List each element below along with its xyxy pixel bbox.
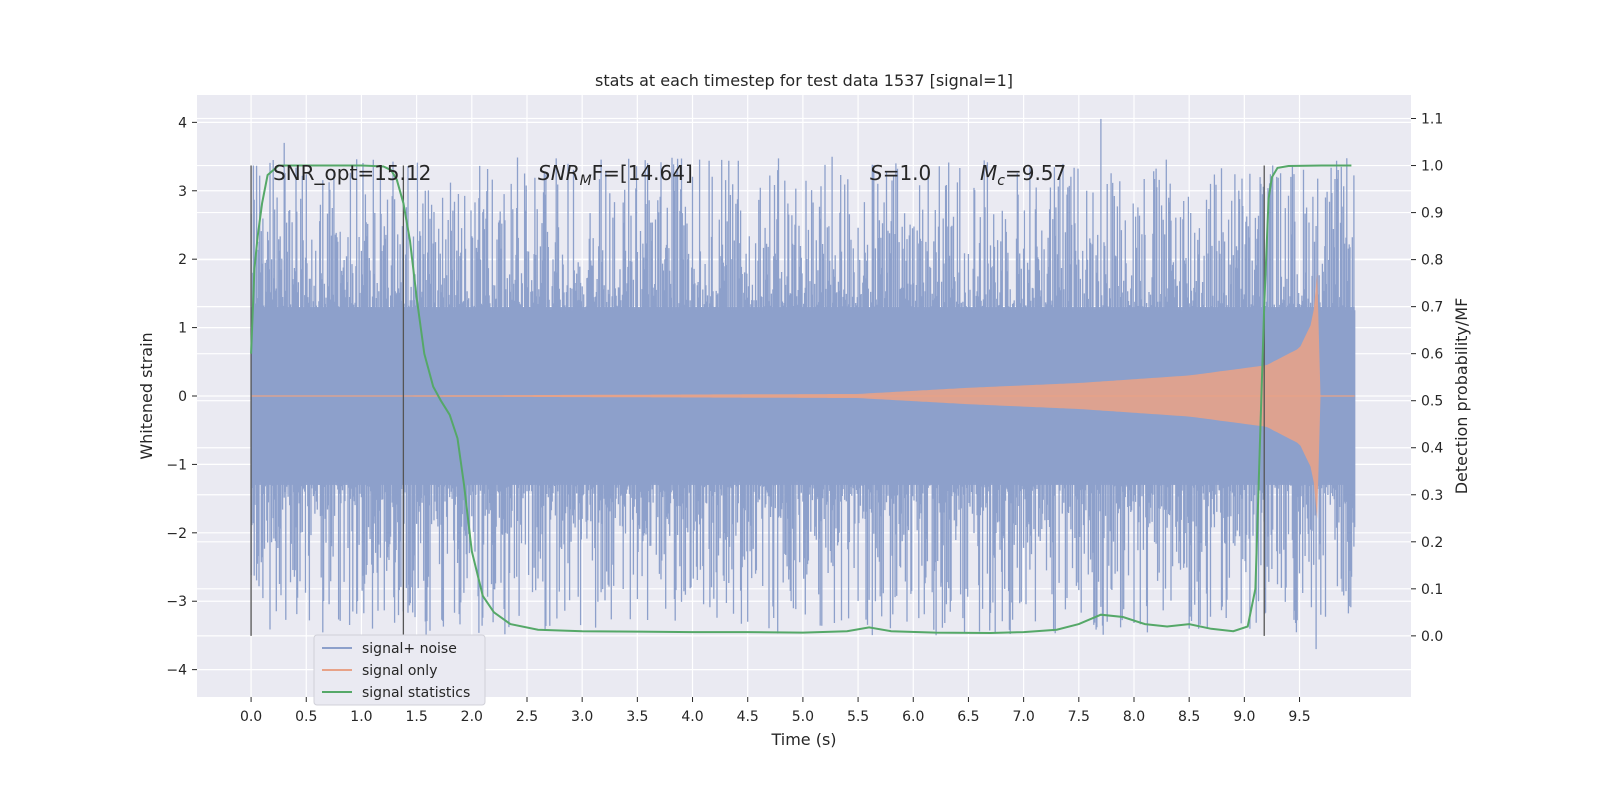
y-tick-label: −1 — [166, 457, 187, 473]
x-tick-label: 0.5 — [295, 709, 317, 725]
x-tick-label: 3.0 — [571, 709, 593, 725]
annotation-snr-mf: SNRMF=[14.64] — [538, 161, 693, 189]
x-tick-label: 5.0 — [792, 709, 814, 725]
x-tick-label: 3.5 — [626, 709, 648, 725]
y2-tick-label: 0.5 — [1421, 394, 1443, 410]
series-signal-statistics — [250, 164, 1352, 635]
x-axis-label: Time (s) — [770, 730, 836, 749]
x-tick-label: 6.0 — [902, 709, 924, 725]
y2-tick-label: 1.0 — [1421, 159, 1443, 175]
y-tick-label: 3 — [178, 184, 187, 200]
y2-axis-label: Detection probability/MF — [1452, 298, 1471, 495]
y-tick-label: 1 — [178, 321, 187, 337]
vertical-markers — [250, 165, 1265, 636]
y-tick-label: 2 — [178, 252, 187, 268]
annotation-s: S=1.0 — [870, 161, 931, 185]
x-tick-label: 7.0 — [1012, 709, 1034, 725]
y-tick-label: −4 — [166, 663, 187, 679]
legend: signal+ noise signal only signal statist… — [313, 634, 486, 706]
y-tick-label: 4 — [178, 115, 187, 131]
x-tick-label: 9.5 — [1288, 709, 1310, 725]
y2-tick-label: 0.2 — [1421, 535, 1443, 551]
annotation-snr-opt: SNR_opt=15.12 — [273, 161, 431, 185]
chart-title: stats at each timestep for test data 153… — [595, 71, 1013, 90]
y2-tick-label: 0.8 — [1421, 253, 1443, 269]
x-tick-label: 2.5 — [516, 709, 538, 725]
legend-label-signal-only: signal only — [362, 663, 437, 679]
y-tick-label: −3 — [166, 594, 187, 610]
y2-tick-label: 0.9 — [1421, 206, 1443, 222]
x-tick-label: 1.5 — [405, 709, 427, 725]
x-tick-label: 8.5 — [1178, 709, 1200, 725]
annotation-mc: Mc=9.57 — [980, 161, 1066, 189]
x-tick-label: 6.5 — [957, 709, 979, 725]
x-tick-label: 8.0 — [1123, 709, 1145, 725]
y2-tick-label: 0.0 — [1421, 629, 1443, 645]
y-tick-label: −2 — [166, 526, 187, 542]
x-tick-label: 1.0 — [350, 709, 372, 725]
y2-tick-label: 0.4 — [1421, 441, 1443, 457]
axes: 0.0 0.5 1.0 1.5 2.0 2.5 3.0 3.5 4.0 4.5 5.0 5.5 6.0 6… — [166, 112, 1443, 725]
signal-statistics-line — [250, 164, 1352, 635]
y-axis-label: Whitened strain — [137, 332, 156, 459]
x-tick-label: 9.0 — [1233, 709, 1255, 725]
x-tick-label: 4.0 — [681, 709, 703, 725]
x-tick-label: 7.5 — [1068, 709, 1090, 725]
y-tick-label: 0 — [178, 389, 187, 405]
x-tick-label: 4.5 — [737, 709, 759, 725]
y2-tick-label: 0.7 — [1421, 300, 1443, 316]
legend-box — [313, 634, 486, 706]
x-tick-label: 0.0 — [240, 709, 262, 725]
x-tick-label: 5.5 — [847, 709, 869, 725]
y2-tick-label: 0.1 — [1421, 582, 1443, 598]
legend-label-signal-noise: signal+ noise — [362, 641, 457, 657]
y2-tick-label: 1.1 — [1421, 112, 1443, 128]
y2-tick-label: 0.6 — [1421, 347, 1443, 363]
series-signal-only — [251, 273, 1355, 519]
x-tick-label: 2.0 — [461, 709, 483, 725]
y2-tick-label: 0.3 — [1421, 488, 1443, 504]
legend-label-signal-statistics: signal statistics — [362, 685, 470, 701]
